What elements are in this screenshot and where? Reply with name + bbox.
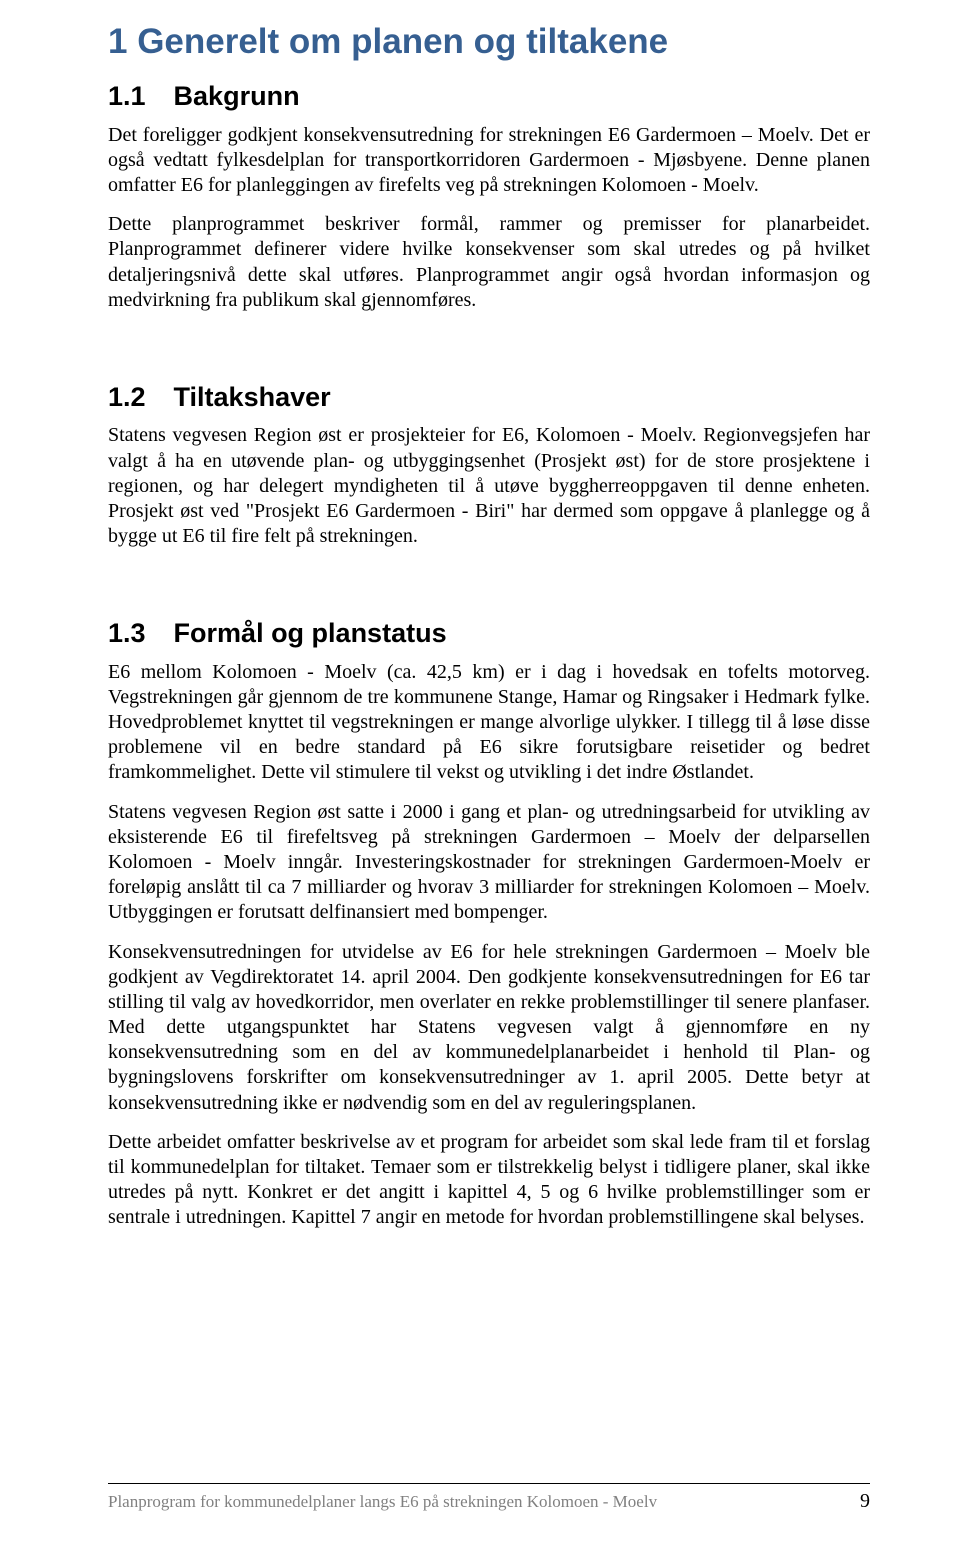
paragraph: E6 mellom Kolomoen - Moelv (ca. 42,5 km)… [108,660,870,786]
page-number: 9 [860,1490,870,1513]
section-title: Bakgrunn [174,81,300,111]
section-title: Tiltakshaver [174,382,331,412]
chapter-heading: 1 Generelt om planen og tiltakene [108,22,870,62]
footer-text: Planprogram for kommunedelplaner langs E… [108,1492,657,1512]
spacer [108,571,870,617]
paragraph: Statens vegvesen Region øst satte i 2000… [108,800,870,926]
section-number: 1.2 [108,381,146,413]
paragraph: Dette arbeidet omfatter beskrivelse av e… [108,1130,870,1231]
section-1-3-heading: 1.3 Formål og planstatus [108,617,870,649]
paragraph: Dette planprogrammet beskriver formål, r… [108,212,870,313]
spacer [108,335,870,381]
section-number: 1.1 [108,80,146,112]
section-number: 1.3 [108,617,146,649]
section-1-2-heading: 1.2 Tiltakshaver [108,381,870,413]
section-1-1-heading: 1.1 Bakgrunn [108,80,870,112]
page-footer: Planprogram for kommunedelplaner langs E… [108,1483,870,1513]
page-container: 1 Generelt om planen og tiltakene 1.1 Bak… [0,0,960,1549]
footer-rule [108,1483,870,1484]
section-title: Formål og planstatus [174,618,447,648]
paragraph: Det foreligger godkjent konsekvensutredn… [108,123,870,199]
paragraph: Konsekvensutredningen for utvidelse av E… [108,940,870,1116]
footer-row: Planprogram for kommunedelplaner langs E… [108,1490,870,1513]
paragraph: Statens vegvesen Region øst er prosjekte… [108,423,870,549]
